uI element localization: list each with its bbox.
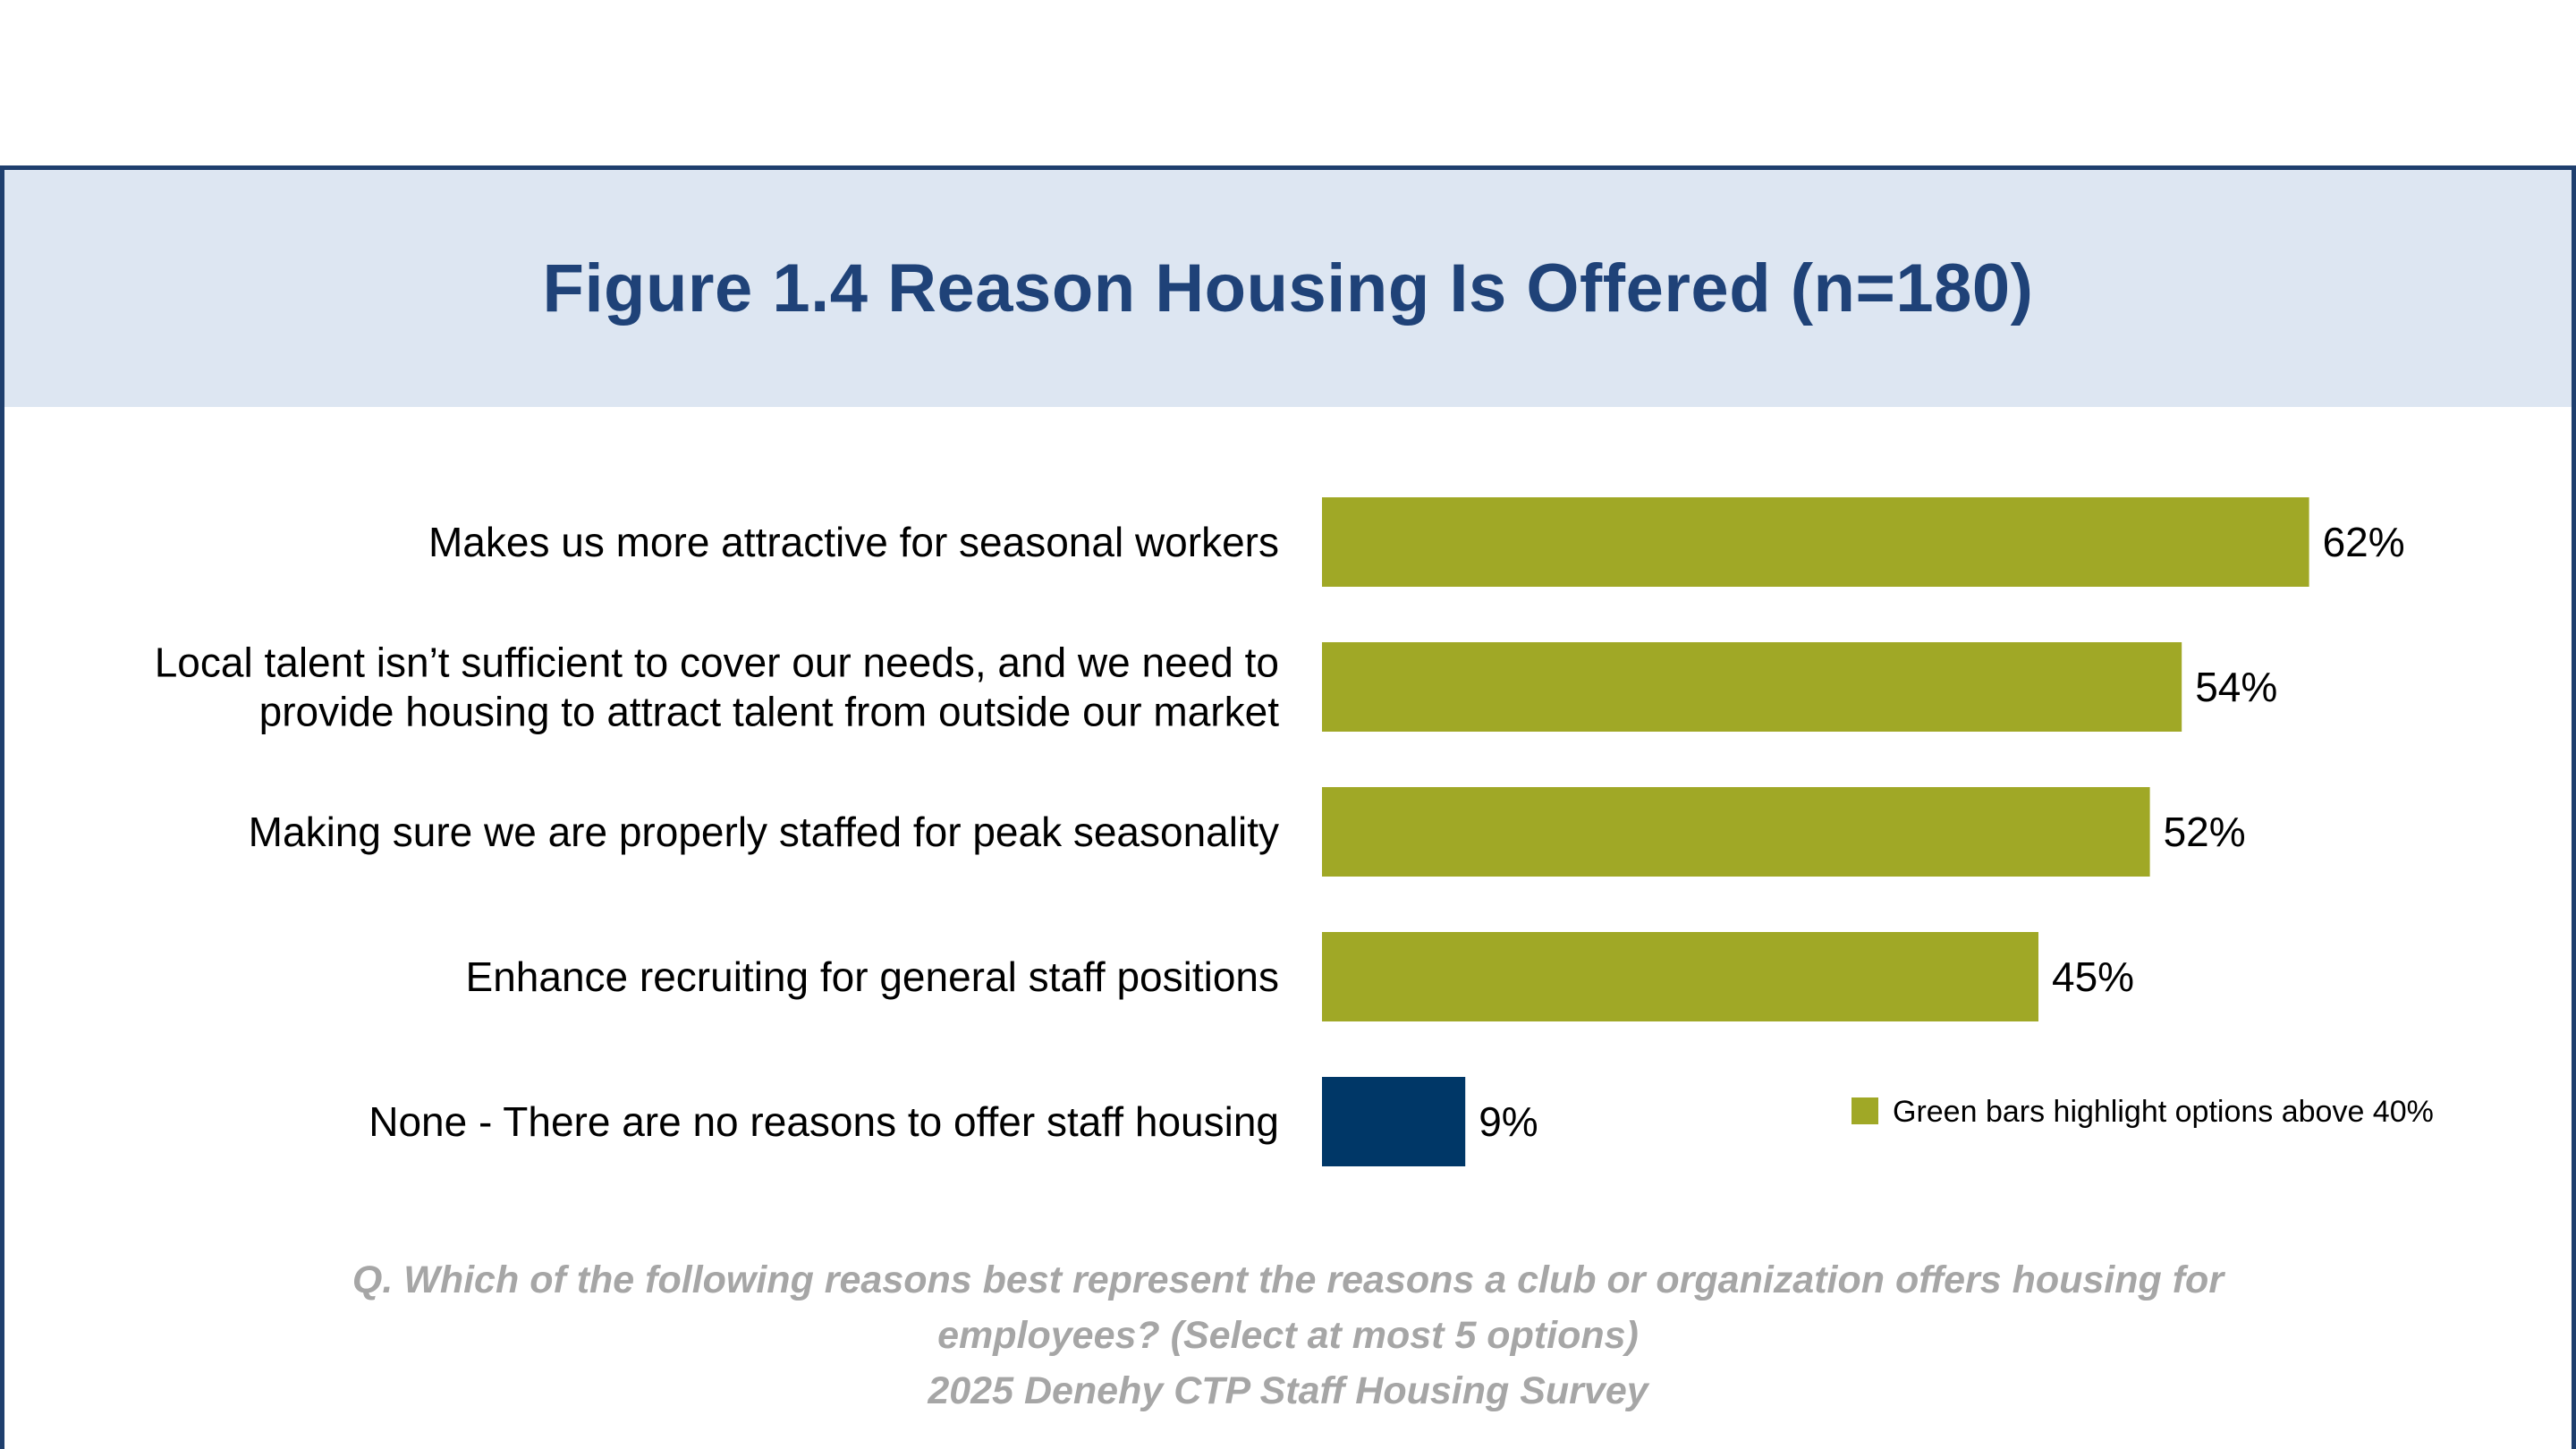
footnote-source: 2025 Denehy CTP Staff Housing Survey	[928, 1369, 1648, 1412]
footnote: Q. Which of the following reasons best r…	[0, 1252, 2576, 1419]
value-label-5: 9%	[1479, 1098, 1538, 1145]
value-label-4: 45%	[2052, 953, 2134, 1000]
category-label-4: Enhance recruiting for general staff pos…	[466, 953, 1279, 1000]
bar-2	[1322, 642, 2182, 732]
bar-5	[1322, 1077, 1466, 1166]
value-label-1: 62%	[2323, 519, 2405, 565]
value-label-2: 54%	[2195, 664, 2277, 710]
value-label-3: 52%	[2164, 809, 2246, 855]
bar-4	[1322, 932, 2038, 1021]
legend-label: Green bars highlight options above 40%	[1893, 1095, 2434, 1129]
category-label-2-line-1: Local talent isn’t sufficient to cover o…	[155, 640, 1279, 686]
category-label-3: Making sure we are properly staffed for …	[249, 809, 1279, 855]
legend-swatch	[1852, 1097, 1878, 1124]
bar-3	[1322, 787, 2150, 877]
category-label-2-line-2: provide housing to attract talent from o…	[259, 689, 1280, 735]
bar-1	[1322, 497, 2309, 587]
chart-title: Figure 1.4 Reason Housing Is Offered (n=…	[542, 250, 2034, 326]
title-banner: Figure 1.4 Reason Housing Is Offered (n=…	[4, 170, 2572, 407]
footnote-question-line2: employees? (Select at most 5 options)	[937, 1314, 1639, 1357]
category-label-1: Makes us more attractive for seasonal wo…	[428, 519, 1279, 565]
bar-chart: 62% Makes us more attractive for seasonal…	[155, 497, 2434, 1166]
footnote-question-line1: Q. Which of the following reasons best r…	[352, 1258, 2224, 1301]
category-label-5: None - There are no reasons to offer sta…	[369, 1098, 1279, 1145]
